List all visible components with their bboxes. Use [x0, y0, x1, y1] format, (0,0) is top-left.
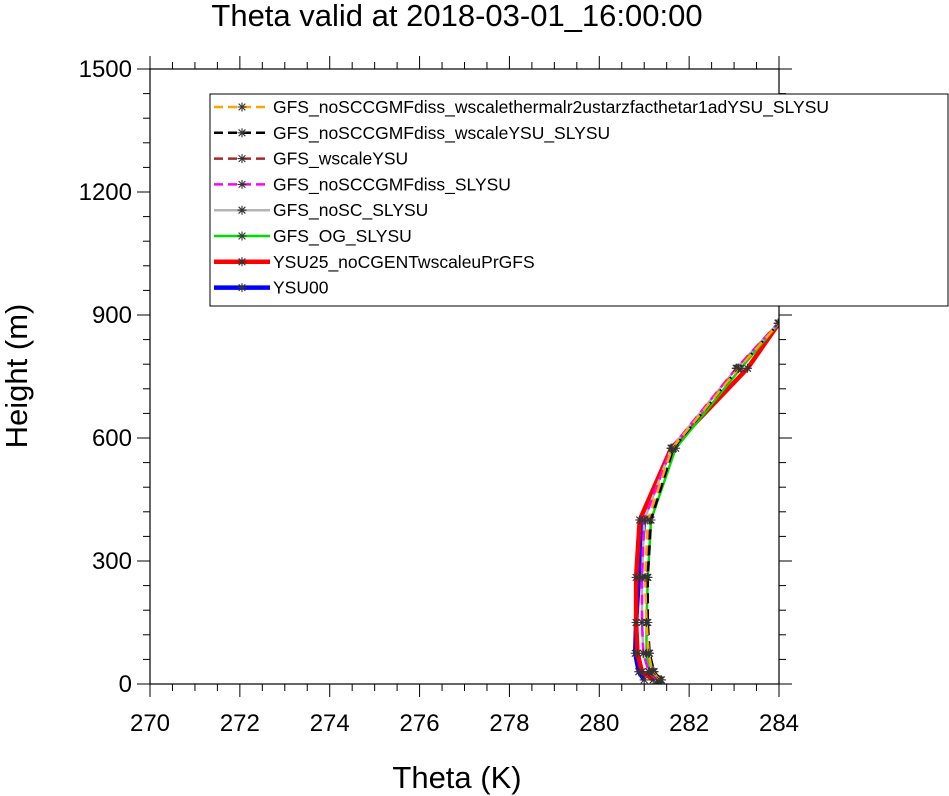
legend-label: YSU00 — [273, 278, 329, 298]
x-tick-label: 270 — [130, 710, 170, 737]
legend-marker — [237, 283, 247, 293]
series-point — [639, 675, 649, 684]
series-2 — [642, 318, 779, 684]
axes: 270 272 274 276 278 280 282 284 0 300 600 900 1200 15… — [79, 56, 799, 737]
series-point — [640, 572, 650, 582]
legend-marker — [237, 205, 247, 215]
x-tick-label: 272 — [220, 710, 260, 737]
legend-label: YSU25_noCGENTwscaleuPrGFS — [273, 252, 535, 273]
series-point — [643, 515, 653, 525]
legend-label: GFS_noSC_SLYSU — [273, 200, 428, 221]
legend-label: GFS_noSCCGMFdiss_wscaleYSU_SLYSU — [273, 123, 610, 144]
chart-title: Theta valid at 2018-03-01_16:00:00 — [211, 0, 702, 33]
legend-marker — [237, 231, 247, 241]
x-tick-label: 276 — [400, 710, 440, 737]
series-1 — [643, 318, 779, 684]
series-4 — [637, 318, 779, 684]
y-axis-label: Height (m) — [0, 304, 34, 449]
legend-label: GFS_OG_SLYSU — [273, 226, 412, 247]
x-tick-label: 278 — [489, 710, 529, 737]
series-point — [743, 363, 753, 373]
y-tick-label: 300 — [92, 548, 132, 575]
legend-marker — [237, 179, 247, 189]
series-point — [631, 618, 641, 627]
series-0 — [640, 318, 779, 684]
y-tick-label: 0 — [119, 671, 132, 698]
series-point — [644, 648, 654, 658]
series-point — [631, 572, 641, 582]
series-line — [645, 322, 779, 681]
series-line — [643, 322, 779, 681]
x-tick-label: 282 — [669, 710, 709, 737]
series-point — [638, 648, 648, 658]
legend-box — [209, 93, 949, 307]
y-tick-label: 1500 — [79, 56, 132, 83]
legend-entry: GFS_noSC_SLYSU — [214, 200, 428, 221]
legend-entry: GFS_noSCCGMFdiss_wscaleYSU_SLYSU — [214, 123, 610, 144]
y-tick-label: 600 — [92, 425, 132, 452]
series-point — [667, 443, 677, 453]
series-line — [646, 322, 779, 681]
y-tick-label: 900 — [92, 302, 132, 329]
legend-label: GFS_noSCCGMFdiss_SLYSU — [273, 174, 511, 195]
x-tick-label: 280 — [579, 710, 619, 737]
y-tick-label: 1200 — [79, 179, 132, 206]
x-tick-label: 284 — [759, 710, 799, 737]
series-point — [641, 618, 651, 627]
series-5 — [641, 318, 779, 684]
series-point — [647, 667, 657, 677]
series-line — [640, 322, 779, 681]
legend-label: GFS_noSCCGMFdiss_wscalethermalr2ustarzfa… — [273, 97, 829, 118]
legend-marker — [237, 102, 247, 112]
series-point — [637, 667, 647, 677]
plot-area — [630, 318, 779, 684]
x-tick-label: 274 — [310, 710, 350, 737]
legend-label: GFS_wscaleYSU — [273, 149, 408, 170]
legend-entry: GFS_wscaleYSU — [214, 149, 408, 170]
series-point — [734, 363, 744, 373]
x-axis-label: Theta (K) — [392, 760, 521, 795]
legend: GFS_noSCCGMFdiss_wscalethermalr2ustarzfa… — [209, 93, 949, 307]
series-line — [640, 322, 779, 681]
legend-entry: YSU00 — [214, 278, 329, 298]
legend-marker — [237, 128, 247, 138]
series-point — [655, 675, 665, 684]
legend-entry: GFS_noSCCGMFdiss_wscalethermalr2ustarzfa… — [214, 97, 829, 118]
series-point — [632, 648, 642, 658]
legend-entry: YSU25_noCGENTwscaleuPrGFS — [214, 252, 535, 273]
legend-entry: GFS_noSCCGMFdiss_SLYSU — [214, 174, 511, 195]
legend-marker — [237, 154, 247, 164]
series-3 — [637, 318, 779, 684]
series-line — [645, 322, 779, 681]
legend-marker — [237, 257, 247, 267]
legend-entry: GFS_OG_SLYSU — [214, 226, 412, 247]
